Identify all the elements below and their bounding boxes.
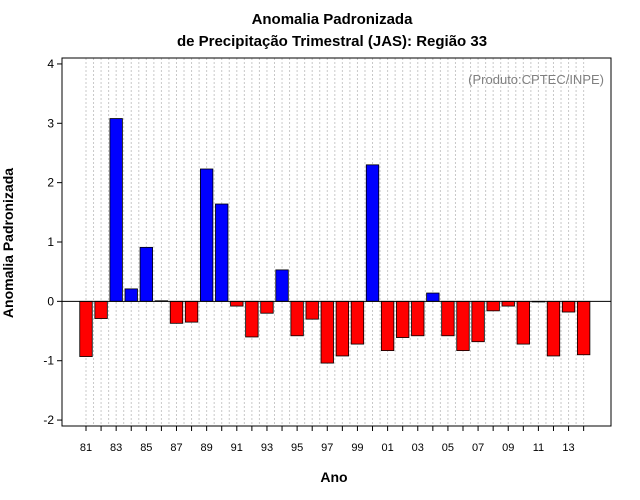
y-tick-label: 2 — [47, 176, 54, 190]
plot-area-frame — [61, 57, 612, 427]
x-tick-label: 07 — [472, 442, 484, 454]
bar-89 — [199, 168, 214, 302]
chart-title-line2: de Precipitação Trimestral (JAS): Região… — [177, 33, 487, 50]
bar-82 — [94, 300, 108, 319]
x-tick-label: 89 — [201, 442, 213, 454]
y-tick-label: 3 — [47, 116, 54, 130]
credit-note: (Produto:CPTEC/INPE) — [468, 72, 604, 87]
bar-97 — [320, 300, 334, 364]
x-axis-title: Ano — [320, 469, 347, 485]
bar-03 — [411, 300, 425, 337]
x-tick-label: 99 — [351, 442, 363, 454]
x-tick-label: 03 — [412, 442, 424, 454]
bar-85 — [139, 246, 153, 302]
bar-98 — [335, 300, 350, 357]
x-tick-label: 87 — [170, 442, 182, 454]
bar-00 — [365, 164, 380, 302]
x-tick-label: 11 — [533, 442, 544, 454]
y-axis-title: Anomalia Padronizada — [0, 168, 16, 318]
bar-87 — [169, 300, 184, 324]
bar-09 — [501, 300, 515, 307]
x-axis: 81 83 85 87 89 91 93 95 97 99 01 03 05 07 09 11 13 — [80, 426, 585, 454]
bar-05 — [441, 300, 455, 337]
bar-01 — [380, 300, 395, 352]
bar-14 — [576, 300, 591, 356]
x-tick-label: 85 — [140, 442, 152, 454]
bar-06 — [456, 300, 470, 352]
chart-title-line1: Anomalia Padronizada — [252, 11, 414, 28]
bar-13 — [561, 300, 576, 313]
bar-96 — [305, 300, 319, 320]
bar-08 — [486, 300, 500, 312]
x-tick-label: 83 — [110, 442, 122, 454]
x-tick-label: 91 — [231, 442, 243, 454]
bar-93 — [260, 300, 274, 314]
x-tick-label: 81 — [80, 442, 92, 454]
bar-07 — [471, 300, 485, 343]
bar-04 — [426, 292, 440, 302]
y-tick-label: 0 — [47, 294, 54, 308]
bar-92 — [245, 300, 259, 338]
y-tick-label: -1 — [43, 354, 54, 368]
bars — [79, 118, 591, 364]
x-tick-label: 05 — [442, 442, 454, 454]
x-tick-label: 01 — [381, 442, 393, 454]
grid-lines — [85, 58, 585, 426]
y-tick-label: -2 — [43, 413, 54, 427]
x-tick-label: 97 — [321, 442, 333, 454]
x-tick-label: 13 — [562, 442, 574, 454]
bar-84 — [124, 288, 138, 302]
x-tick-label: 09 — [502, 442, 514, 454]
bar-94 — [275, 269, 289, 302]
bar-12 — [546, 300, 561, 357]
bar-10 — [516, 300, 530, 345]
bar-90 — [215, 203, 229, 302]
x-tick-label: 95 — [291, 442, 303, 454]
bar-88 — [184, 300, 199, 323]
bar-83 — [109, 118, 123, 302]
y-axis: -2 -1 0 1 2 3 4 — [43, 57, 62, 427]
y-tick-label: 4 — [47, 57, 54, 71]
y-tick-label: 1 — [47, 235, 54, 249]
bar-91 — [230, 300, 244, 307]
bar-81 — [79, 300, 93, 357]
bar-02 — [396, 300, 410, 338]
x-tick-label: 93 — [261, 442, 273, 454]
bar-95 — [290, 300, 304, 337]
bar-99 — [350, 300, 365, 345]
